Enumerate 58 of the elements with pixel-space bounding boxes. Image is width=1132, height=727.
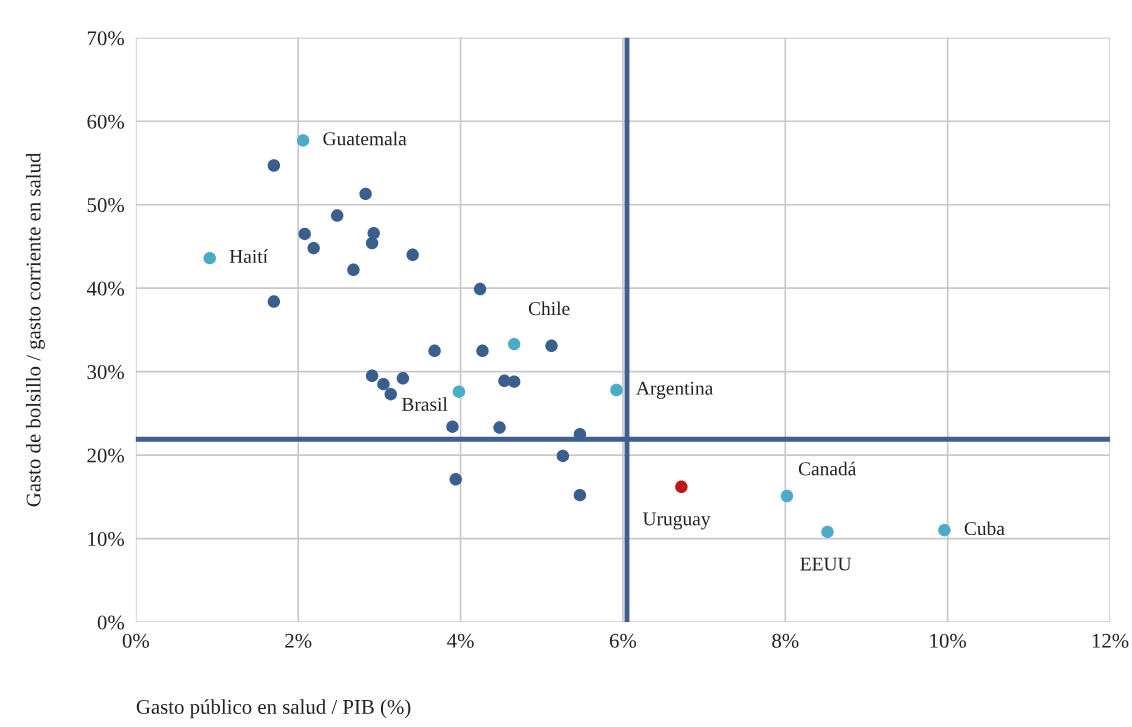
point (610, 383, 623, 397)
y-tick-label: 0% (97, 615, 125, 630)
point (347, 263, 360, 277)
point (307, 241, 320, 255)
point (675, 480, 688, 494)
point (493, 421, 506, 434)
point (938, 524, 951, 537)
annotation: Brasil (401, 397, 448, 411)
y-tick-label: 50% (87, 198, 125, 213)
annotation: Canadá (798, 461, 857, 476)
point (446, 420, 459, 433)
point (406, 248, 419, 262)
y-axis-title: Gasto de bolsillo / gasto corriente en salud (25, 152, 45, 507)
point (296, 134, 310, 147)
y-tick-label: 20% (87, 448, 125, 463)
annotation: Cuba (964, 521, 1005, 536)
point (377, 377, 390, 391)
point (545, 339, 558, 352)
point (330, 209, 344, 222)
point (556, 449, 570, 463)
annotation: Haití (229, 249, 268, 263)
x-tick-label: 12% (1092, 633, 1129, 648)
annotation: EEUU (800, 557, 852, 571)
point (507, 375, 521, 388)
point (396, 372, 410, 385)
annotation: Chile (528, 301, 570, 316)
point (780, 489, 794, 503)
point (452, 385, 466, 398)
point (476, 344, 489, 357)
point (473, 282, 487, 296)
annotation: Guatemala (323, 131, 407, 146)
y-tick-label: 70% (87, 31, 125, 46)
x-tick-label: 0% (122, 633, 150, 648)
y-tick-label: 60% (87, 114, 125, 129)
point (203, 251, 216, 265)
point (507, 337, 521, 351)
annotation: Argentina (636, 381, 714, 399)
point (573, 488, 587, 502)
point (449, 473, 462, 486)
point (298, 227, 311, 241)
x-tick-label: 10% (930, 633, 967, 648)
point (267, 159, 281, 172)
x-tick-label: 4% (447, 633, 474, 648)
x-tick-label: 2% (285, 633, 312, 648)
point (359, 187, 372, 201)
point (384, 387, 397, 401)
point (428, 344, 441, 357)
x-tick-label: 8% (772, 633, 799, 648)
y-tick-label: 30% (87, 365, 125, 380)
point (821, 525, 834, 539)
point (365, 369, 379, 383)
y-tick-label: 10% (88, 531, 125, 547)
x-tick-label: 6% (609, 633, 637, 648)
annotation: Uruguay (642, 512, 711, 530)
x-axis-title: Gasto público en salud / PIB (%) (136, 699, 411, 719)
point (267, 295, 281, 308)
y-tick-label: 40% (86, 281, 125, 296)
point (365, 236, 379, 250)
